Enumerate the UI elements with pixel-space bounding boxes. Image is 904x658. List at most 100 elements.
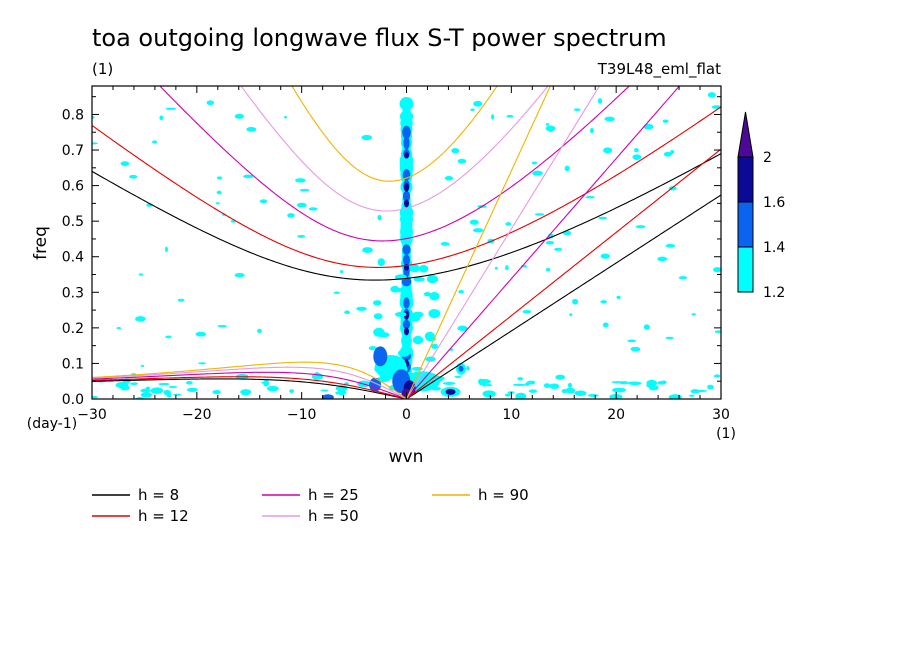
power-contour [243, 174, 254, 179]
power-contour [484, 384, 493, 387]
power-contour [442, 381, 456, 385]
power-contour [198, 362, 207, 365]
power-contour [505, 222, 512, 226]
power-contour [372, 300, 382, 306]
power-contour [506, 114, 514, 118]
power-contour [333, 291, 340, 295]
power-contour [373, 327, 385, 337]
power-contour [545, 125, 556, 132]
power-contour [553, 247, 563, 251]
kelvin-curve-h25 [406, 86, 681, 399]
power-contour [482, 390, 496, 398]
colorbar-segment [737, 246, 754, 293]
power-contour [707, 92, 716, 98]
power-contour [409, 264, 420, 273]
power-contour [377, 214, 382, 221]
power-contour [565, 387, 576, 394]
power-contour [287, 213, 295, 218]
power-contour [504, 393, 511, 397]
power-contour [494, 266, 498, 270]
power-contour [92, 395, 98, 399]
power-contour [163, 389, 172, 396]
power-contour [469, 219, 479, 225]
power-contour [454, 375, 462, 378]
x-tick-label: 0 [402, 407, 411, 423]
power-contour [402, 319, 411, 329]
power-contour [473, 100, 483, 107]
power-contour [545, 240, 555, 245]
power-contour [466, 366, 470, 371]
power-contour [693, 389, 708, 393]
power-contour [431, 343, 439, 349]
power-contour [549, 383, 560, 389]
power-contour [344, 310, 351, 315]
power-contour [663, 151, 672, 157]
y-tick-label: 0.0 [62, 392, 84, 408]
power-contour [185, 381, 193, 385]
power-contour [643, 123, 654, 130]
power-contour [423, 291, 432, 297]
power-contour [297, 234, 306, 238]
power-contour [657, 256, 668, 262]
colorbar: 1.2 1.4 1.6 2 [737, 111, 785, 301]
legend-label: h = 12 [138, 507, 189, 525]
power-contour [159, 115, 164, 121]
power-contour [457, 158, 467, 164]
power-contour [241, 391, 250, 396]
y-tick-label: 0.4 [62, 250, 84, 266]
ig-curve-h50 [240, 86, 549, 212]
power-contour [573, 108, 581, 112]
y-axis-label: freq [31, 226, 51, 260]
er-curve-h8 [92, 378, 407, 399]
power-contour [646, 383, 652, 388]
kelvin-curve-h90 [406, 86, 551, 399]
power-contour [531, 161, 538, 165]
power-contour [263, 379, 269, 387]
power-contour [289, 389, 295, 393]
power-contour [259, 199, 268, 204]
power-contour [491, 114, 495, 120]
power-contour [373, 346, 388, 367]
power-contour [458, 289, 464, 294]
power-contour [413, 277, 425, 282]
power-contour [444, 175, 454, 181]
power-contour [662, 119, 669, 123]
power-contour [368, 346, 378, 351]
power-contour [320, 389, 329, 392]
power-contour [470, 108, 475, 111]
power-contour [177, 298, 185, 302]
power-contour [335, 391, 340, 395]
power-contour [394, 311, 407, 317]
power-contour [129, 174, 138, 179]
power-contour [481, 379, 486, 387]
power-contour [217, 324, 227, 328]
power-contour [212, 389, 221, 395]
power-contour [398, 349, 410, 357]
power-contour [665, 336, 674, 340]
power-contour [402, 244, 411, 255]
power-contour [522, 310, 532, 314]
chart-subtitle-left: (1) [92, 60, 113, 78]
power-contour [428, 308, 441, 319]
power-contour [296, 202, 307, 208]
chart-subtitle-right: T39L48_eml_flat [597, 60, 721, 79]
power-contour [426, 274, 438, 284]
power-contour [643, 324, 650, 330]
power-contour [564, 165, 570, 172]
power-contour [404, 327, 409, 336]
power-contour [611, 381, 624, 384]
y-tick-label: 0.8 [62, 107, 84, 123]
power-contour [665, 243, 676, 248]
power-contour [138, 273, 144, 276]
power-contour [120, 161, 130, 167]
power-contour [713, 267, 721, 273]
power-contour [598, 216, 608, 220]
power-contour [404, 199, 409, 208]
power-contour [215, 202, 220, 205]
power-contour [165, 335, 172, 339]
power-contour [445, 388, 456, 395]
colorbar-label: 2 [763, 150, 772, 166]
power-contour [403, 297, 410, 309]
power-contour [129, 382, 139, 385]
power-contour [678, 276, 688, 280]
